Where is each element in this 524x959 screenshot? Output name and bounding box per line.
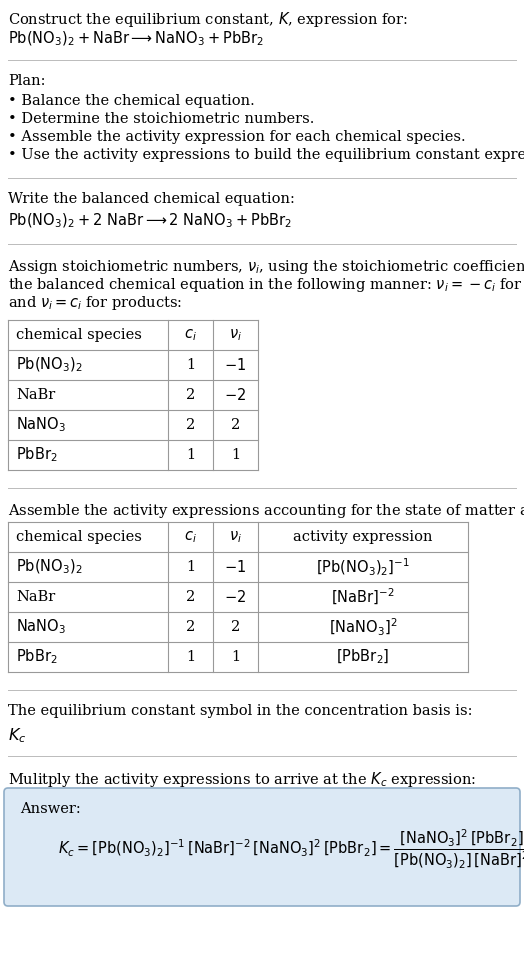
Text: 2: 2 [231,620,240,634]
Text: $c_i$: $c_i$ [184,327,197,343]
Text: 2: 2 [186,418,195,432]
Text: NaBr: NaBr [16,388,55,402]
Text: 1: 1 [231,650,240,664]
Text: $\mathrm{PbBr_2}$: $\mathrm{PbBr_2}$ [16,446,58,464]
Text: $\mathrm{Pb(NO_3)_2 + NaBr \longrightarrow NaNO_3 + PbBr_2}$: $\mathrm{Pb(NO_3)_2 + NaBr \longrightarr… [8,30,264,48]
Text: $K_c$: $K_c$ [8,726,26,745]
Text: • Assemble the activity expression for each chemical species.: • Assemble the activity expression for e… [8,130,466,144]
Text: $-2$: $-2$ [224,589,247,605]
Text: activity expression: activity expression [293,530,433,544]
Text: $c_i$: $c_i$ [184,529,197,545]
Text: $\mathrm{Pb(NO_3)_2}$: $\mathrm{Pb(NO_3)_2}$ [16,558,83,576]
Text: chemical species: chemical species [16,328,142,342]
Text: $[\mathrm{Pb(NO_3)_2}]^{-1}$: $[\mathrm{Pb(NO_3)_2}]^{-1}$ [316,556,410,577]
Text: $[\mathrm{PbBr_2}]$: $[\mathrm{PbBr_2}]$ [336,647,390,667]
Text: Assemble the activity expressions accounting for the state of matter and $\nu_i$: Assemble the activity expressions accoun… [8,502,524,520]
Text: 1: 1 [186,560,195,574]
Text: the balanced chemical equation in the following manner: $\nu_i = -c_i$ for react: the balanced chemical equation in the fo… [8,276,524,294]
Text: • Balance the chemical equation.: • Balance the chemical equation. [8,94,255,108]
Text: $\nu_i$: $\nu_i$ [229,327,242,343]
Text: and $\nu_i = c_i$ for products:: and $\nu_i = c_i$ for products: [8,294,182,312]
Text: Assign stoichiometric numbers, $\nu_i$, using the stoichiometric coefficients, $: Assign stoichiometric numbers, $\nu_i$, … [8,258,524,276]
Text: $-1$: $-1$ [224,559,247,575]
Text: $\mathrm{NaNO_3}$: $\mathrm{NaNO_3}$ [16,415,66,434]
Text: 1: 1 [186,358,195,372]
Text: • Determine the stoichiometric numbers.: • Determine the stoichiometric numbers. [8,112,314,126]
Text: $\mathrm{PbBr_2}$: $\mathrm{PbBr_2}$ [16,647,58,667]
Text: $-1$: $-1$ [224,357,247,373]
Text: 2: 2 [186,590,195,604]
Text: $\mathrm{Pb(NO_3)_2 + 2\ NaBr \longrightarrow 2\ NaNO_3 + PbBr_2}$: $\mathrm{Pb(NO_3)_2 + 2\ NaBr \longright… [8,212,292,230]
Text: 2: 2 [186,620,195,634]
Text: Construct the equilibrium constant, $K$, expression for:: Construct the equilibrium constant, $K$,… [8,10,408,29]
Text: chemical species: chemical species [16,530,142,544]
Text: The equilibrium constant symbol in the concentration basis is:: The equilibrium constant symbol in the c… [8,704,473,718]
Text: Write the balanced chemical equation:: Write the balanced chemical equation: [8,192,295,206]
Text: 1: 1 [231,448,240,462]
Text: $[\mathrm{NaNO_3}]^{2}$: $[\mathrm{NaNO_3}]^{2}$ [329,617,397,638]
Text: 2: 2 [186,388,195,402]
Text: Mulitply the activity expressions to arrive at the $K_c$ expression:: Mulitply the activity expressions to arr… [8,770,476,789]
FancyBboxPatch shape [4,788,520,906]
Text: 2: 2 [231,418,240,432]
Text: Plan:: Plan: [8,74,46,88]
Text: Answer:: Answer: [20,802,81,816]
Text: $K_c = [\mathrm{Pb(NO_3)_2}]^{-1}\,[\mathrm{NaBr}]^{-2}\,[\mathrm{NaNO_3}]^{2}\,: $K_c = [\mathrm{Pb(NO_3)_2}]^{-1}\,[\mat… [58,828,524,872]
Text: $[\mathrm{NaBr}]^{-2}$: $[\mathrm{NaBr}]^{-2}$ [331,587,395,607]
Text: $\mathrm{Pb(NO_3)_2}$: $\mathrm{Pb(NO_3)_2}$ [16,356,83,374]
Text: 1: 1 [186,650,195,664]
Text: $\mathrm{NaNO_3}$: $\mathrm{NaNO_3}$ [16,618,66,637]
Text: $\nu_i$: $\nu_i$ [229,529,242,545]
Text: • Use the activity expressions to build the equilibrium constant expression.: • Use the activity expressions to build … [8,148,524,162]
Text: 1: 1 [186,448,195,462]
Text: NaBr: NaBr [16,590,55,604]
Text: $-2$: $-2$ [224,387,247,403]
